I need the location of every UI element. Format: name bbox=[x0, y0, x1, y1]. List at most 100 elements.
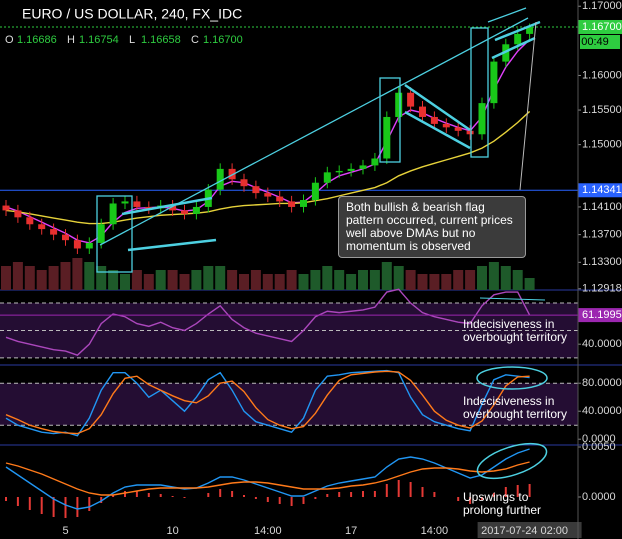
histogram-bar bbox=[135, 491, 138, 497]
candle-body bbox=[240, 179, 248, 187]
candle-body bbox=[514, 33, 522, 45]
volume-bar bbox=[24, 266, 35, 290]
ohlc-label: O bbox=[5, 34, 14, 46]
histogram-bar bbox=[421, 487, 424, 497]
flag-box bbox=[96, 195, 133, 273]
flag-box bbox=[379, 77, 401, 163]
candle-body bbox=[407, 92, 415, 107]
volume-bar bbox=[512, 270, 523, 290]
histogram-bar bbox=[433, 492, 436, 497]
volume-bar bbox=[84, 262, 95, 290]
y-tick-label: 40.0000 bbox=[582, 338, 622, 350]
volume-bar bbox=[48, 266, 59, 290]
y-tick-label: 40.0000 bbox=[582, 405, 622, 417]
y-tick-label: 1.13700 bbox=[582, 229, 622, 241]
histogram-bar bbox=[112, 495, 115, 497]
candle-body bbox=[181, 210, 188, 214]
candle-body bbox=[395, 92, 403, 117]
volume-bar bbox=[477, 266, 487, 290]
indicator-marker-label: 61.1995 bbox=[582, 309, 622, 321]
volume-bar bbox=[524, 278, 535, 290]
histogram-bar bbox=[362, 491, 364, 497]
histogram-bar bbox=[326, 494, 329, 497]
histogram-bar bbox=[302, 497, 305, 504]
volume-bar bbox=[310, 270, 321, 290]
candle-body bbox=[228, 168, 236, 180]
volume-bar bbox=[155, 270, 166, 290]
histogram-bar bbox=[314, 497, 317, 499]
histogram-bar bbox=[504, 487, 507, 497]
indicator-line bbox=[5, 461, 530, 496]
y-tick-label: 0.0050 bbox=[582, 441, 616, 453]
histogram-bar bbox=[338, 492, 341, 497]
candle-body bbox=[50, 229, 58, 235]
candle-body bbox=[383, 116, 391, 159]
volume-bar bbox=[298, 274, 309, 290]
histogram-bar bbox=[516, 485, 519, 497]
trend-line bbox=[99, 17, 529, 246]
y-tick-label: 1.17000 bbox=[582, 0, 622, 12]
volume-bar bbox=[417, 274, 428, 290]
volume-bar bbox=[96, 266, 107, 290]
volume-bar bbox=[488, 262, 499, 290]
volume-bar bbox=[286, 270, 297, 290]
volume-bar bbox=[108, 270, 119, 290]
histogram-bar bbox=[481, 497, 483, 500]
volume-bar bbox=[72, 258, 83, 290]
volume-bar bbox=[120, 274, 130, 290]
candle-body bbox=[2, 205, 10, 211]
candle-body bbox=[85, 242, 93, 249]
candle-body bbox=[311, 182, 319, 201]
volume-bar bbox=[191, 270, 202, 290]
candle-body bbox=[192, 206, 200, 214]
histogram-bar bbox=[492, 493, 495, 497]
volume-bar bbox=[358, 270, 368, 290]
candle-body bbox=[490, 61, 498, 104]
highlight-ellipse bbox=[476, 442, 548, 480]
volume-bar bbox=[405, 270, 416, 290]
histogram-bar bbox=[385, 484, 388, 497]
x-tick-label: 14:00 bbox=[421, 525, 449, 537]
histogram-bar bbox=[290, 497, 293, 506]
volume-bar bbox=[239, 274, 249, 290]
volume-bar bbox=[227, 270, 238, 290]
y-tick-label: 1.12918 bbox=[582, 283, 622, 295]
indicator-line bbox=[5, 369, 530, 437]
histogram-bar bbox=[350, 492, 353, 497]
histogram-bar bbox=[76, 497, 79, 517]
candle-body bbox=[359, 165, 367, 169]
volume-bar bbox=[429, 274, 440, 290]
indicator-marker-box bbox=[578, 308, 622, 323]
candle-body bbox=[264, 193, 272, 197]
histogram-bar bbox=[64, 497, 67, 518]
candle-body bbox=[466, 130, 474, 135]
y-tick-label: 1.15000 bbox=[582, 139, 622, 151]
ohlc-value: 1.16658 bbox=[141, 34, 181, 46]
x-tick-label: 14:00 bbox=[254, 525, 282, 537]
price-marker-label: 1.14341 bbox=[582, 184, 622, 196]
volume-bar bbox=[36, 270, 47, 290]
annotation: Indecisiveness in overbought territory bbox=[463, 317, 568, 344]
candle-body bbox=[335, 170, 343, 173]
volume-bar bbox=[12, 262, 23, 290]
volume-bar bbox=[179, 274, 190, 290]
volume-bar bbox=[453, 270, 464, 290]
volume-bar bbox=[465, 270, 476, 290]
countdown: 00:49 bbox=[581, 36, 609, 48]
ohlc-label: H bbox=[67, 34, 75, 46]
y-tick-label: 1.14100 bbox=[582, 201, 622, 213]
candle-body bbox=[454, 127, 462, 131]
y-tick-label: 0.0000 bbox=[582, 433, 616, 445]
ohlc-label: L bbox=[129, 34, 135, 46]
candle-body bbox=[430, 116, 438, 124]
x-tick-label: 5 bbox=[62, 525, 68, 537]
flag-line bbox=[494, 20, 541, 42]
histogram-bar bbox=[40, 497, 43, 514]
volume-bar bbox=[322, 266, 333, 290]
candle-body bbox=[73, 240, 81, 249]
plot bbox=[0, 23, 578, 518]
histogram-bar bbox=[231, 491, 234, 497]
histogram-bar bbox=[409, 482, 412, 497]
